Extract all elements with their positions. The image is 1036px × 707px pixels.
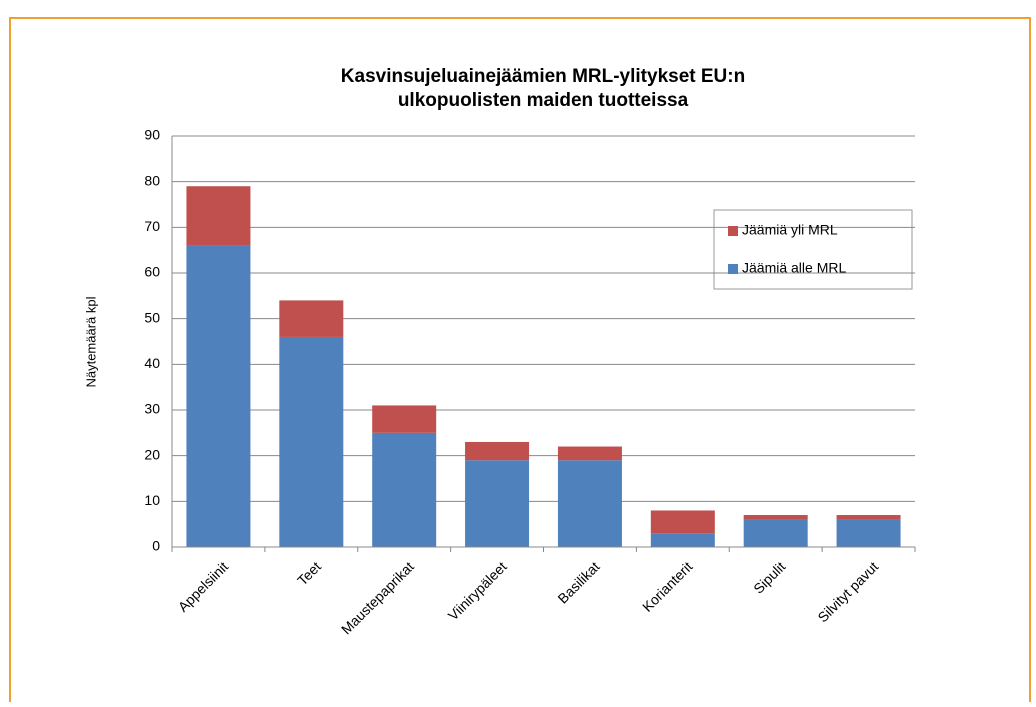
bar — [743, 515, 808, 520]
bar — [279, 336, 344, 547]
y-axis-label: Näytemäärä kpl — [83, 296, 98, 387]
bar — [372, 405, 437, 433]
y-tick-label: 10 — [144, 492, 160, 508]
bar — [650, 510, 715, 534]
bar — [557, 460, 622, 547]
legend-swatch — [728, 226, 738, 236]
bar — [836, 515, 901, 520]
frame — [9, 17, 1031, 702]
chart-title: ulkopuolisten maiden tuotteissa — [398, 90, 689, 111]
y-tick-label: 20 — [144, 446, 160, 462]
x-tick-label: Teet — [294, 558, 324, 588]
y-tick-label: 80 — [144, 172, 160, 188]
x-tick-label: Appelsiinit — [175, 558, 232, 615]
legend-swatch — [728, 264, 738, 274]
y-tick-label: 30 — [144, 401, 160, 417]
x-tick-label: Silvityt pavut — [814, 558, 881, 625]
bar — [557, 446, 622, 461]
bar — [372, 432, 437, 547]
bar — [836, 519, 901, 547]
y-tick-label: 0 — [152, 538, 160, 554]
bar — [465, 460, 530, 547]
x-tick-label: Korianterit — [639, 558, 696, 615]
x-tick-label: Maustepaprikat — [338, 558, 417, 637]
bar — [279, 300, 344, 337]
y-tick-label: 60 — [144, 264, 160, 280]
legend-label: Jäämiä alle MRL — [742, 260, 846, 276]
legend-label: Jäämiä yli MRL — [742, 222, 838, 238]
x-tick-label: Basilikat — [554, 558, 602, 606]
bar — [743, 519, 808, 547]
bar — [186, 186, 251, 246]
x-tick-label: Viinirypäleet — [445, 558, 510, 623]
y-tick-label: 70 — [144, 218, 160, 234]
y-tick-label: 90 — [144, 127, 160, 143]
y-tick-label: 40 — [144, 355, 160, 371]
legend — [713, 209, 913, 290]
bar — [186, 245, 251, 547]
x-tick-label: Sipulit — [750, 558, 788, 596]
y-tick-label: 50 — [144, 309, 160, 325]
bar — [465, 441, 530, 461]
bar — [650, 533, 715, 547]
chart-title: Kasvinsujeluainejäämien MRL-ylitykset EU… — [341, 66, 745, 87]
